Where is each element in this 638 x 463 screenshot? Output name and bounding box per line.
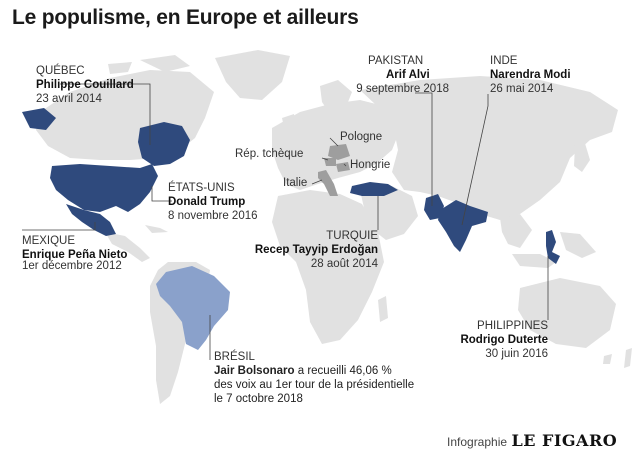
- date-mexique: 1er décembre 2012: [22, 260, 122, 272]
- label-bresil: BRÉSIL Jair Bolsonaro a recueilli 46,06 …: [214, 350, 414, 406]
- usa: [50, 164, 158, 212]
- page-title: Le populisme, en Europe et ailleurs: [12, 6, 359, 29]
- country-quebec: QUÉBEC: [36, 65, 85, 77]
- label-rep-tcheque: Rép. tchèque: [235, 148, 304, 160]
- philippines: [546, 230, 560, 264]
- label-pakistan: PAKISTAN Arif Alvi 9 septembre 2018: [346, 54, 449, 96]
- date-quebec: 23 avril 2014: [36, 93, 102, 105]
- label-pologne: Pologne: [340, 131, 383, 143]
- label-inde: INDE Narendra Modi 26 mai 2014: [490, 54, 571, 96]
- asia-land: [360, 76, 618, 220]
- bresil-text-2: des voix au 1er tour de la présidentiell…: [214, 379, 415, 391]
- leader-quebec: Philippe Couillard: [36, 79, 134, 91]
- leader-bresil: Jair Bolsonaro: [214, 365, 295, 377]
- label-hongrie: Hongrie: [350, 159, 391, 171]
- date-pakistan: 9 septembre 2018: [356, 83, 449, 95]
- date-inde: 26 mai 2014: [490, 83, 554, 95]
- date-usa: 8 novembre 2016: [168, 210, 258, 222]
- credit: Infographie LE FIGARO: [447, 431, 617, 451]
- south-america: [150, 262, 230, 404]
- leader-lines: [22, 83, 549, 360]
- italy: [318, 170, 338, 196]
- leader-usa: Donald Trump: [168, 196, 246, 208]
- india: [438, 200, 488, 252]
- pakistan: [424, 194, 444, 220]
- mexico: [66, 204, 116, 236]
- date-philippines: 30 juin 2016: [485, 348, 548, 360]
- europe-land: [272, 100, 400, 190]
- le-figaro-logo: LE FIGARO: [511, 431, 618, 450]
- country-bresil: BRÉSIL: [214, 351, 255, 363]
- turkey: [350, 182, 398, 196]
- country-turquie: TURQUIE: [326, 230, 378, 242]
- label-philippines: PHILIPPINES Rodrigo Duterte 30 juin 2016: [440, 319, 548, 361]
- date-turquie: 28 août 2014: [310, 258, 378, 270]
- brazil: [156, 266, 230, 350]
- highlighted-countries: [22, 108, 560, 264]
- country-philippines: PHILIPPINES: [477, 320, 548, 332]
- europe-countries: [318, 144, 350, 196]
- bresil-text-1: a recueilli 46,06 %: [294, 365, 392, 377]
- country-inde: INDE: [490, 55, 518, 67]
- leader-mexique: Enrique Peña Nieto: [22, 249, 128, 261]
- credit-infographie: Infographie: [447, 435, 508, 449]
- leader-pakistan: Arif Alvi: [386, 69, 430, 81]
- country-usa: ÉTATS-UNIS: [168, 182, 235, 194]
- greenland: [215, 50, 290, 100]
- bresil-line-1: Jair Bolsonaro a recueilli 46,06 %: [214, 364, 414, 378]
- alaska: [22, 108, 56, 130]
- australia-land: [518, 278, 616, 348]
- country-pakistan: PAKISTAN: [368, 55, 424, 67]
- label-turquie: TURQUIE Recep Tayyip Erdoğan 28 août 201…: [245, 229, 378, 271]
- hungary: [336, 162, 350, 172]
- label-usa: ÉTATS-UNIS Donald Trump 8 novembre 2016: [168, 181, 258, 223]
- land-masses: [36, 50, 632, 368]
- leader-turquie: Recep Tayyip Erdoğan: [254, 244, 378, 256]
- label-quebec: QUÉBEC Philippe Couillard 23 avril 2014: [36, 64, 134, 106]
- label-italie: Italie: [283, 177, 308, 189]
- quebec: [138, 122, 190, 166]
- label-mexique: MEXIQUE Enrique Peña Nieto 1er décembre …: [22, 234, 127, 273]
- leader-philippines: Rodrigo Duterte: [460, 334, 548, 346]
- leader-inde: Narendra Modi: [490, 69, 571, 81]
- country-mexique: MEXIQUE: [22, 235, 76, 247]
- africa-land: [272, 190, 384, 344]
- poland: [328, 144, 350, 160]
- bresil-text-3: le 7 octobre 2018: [214, 393, 303, 405]
